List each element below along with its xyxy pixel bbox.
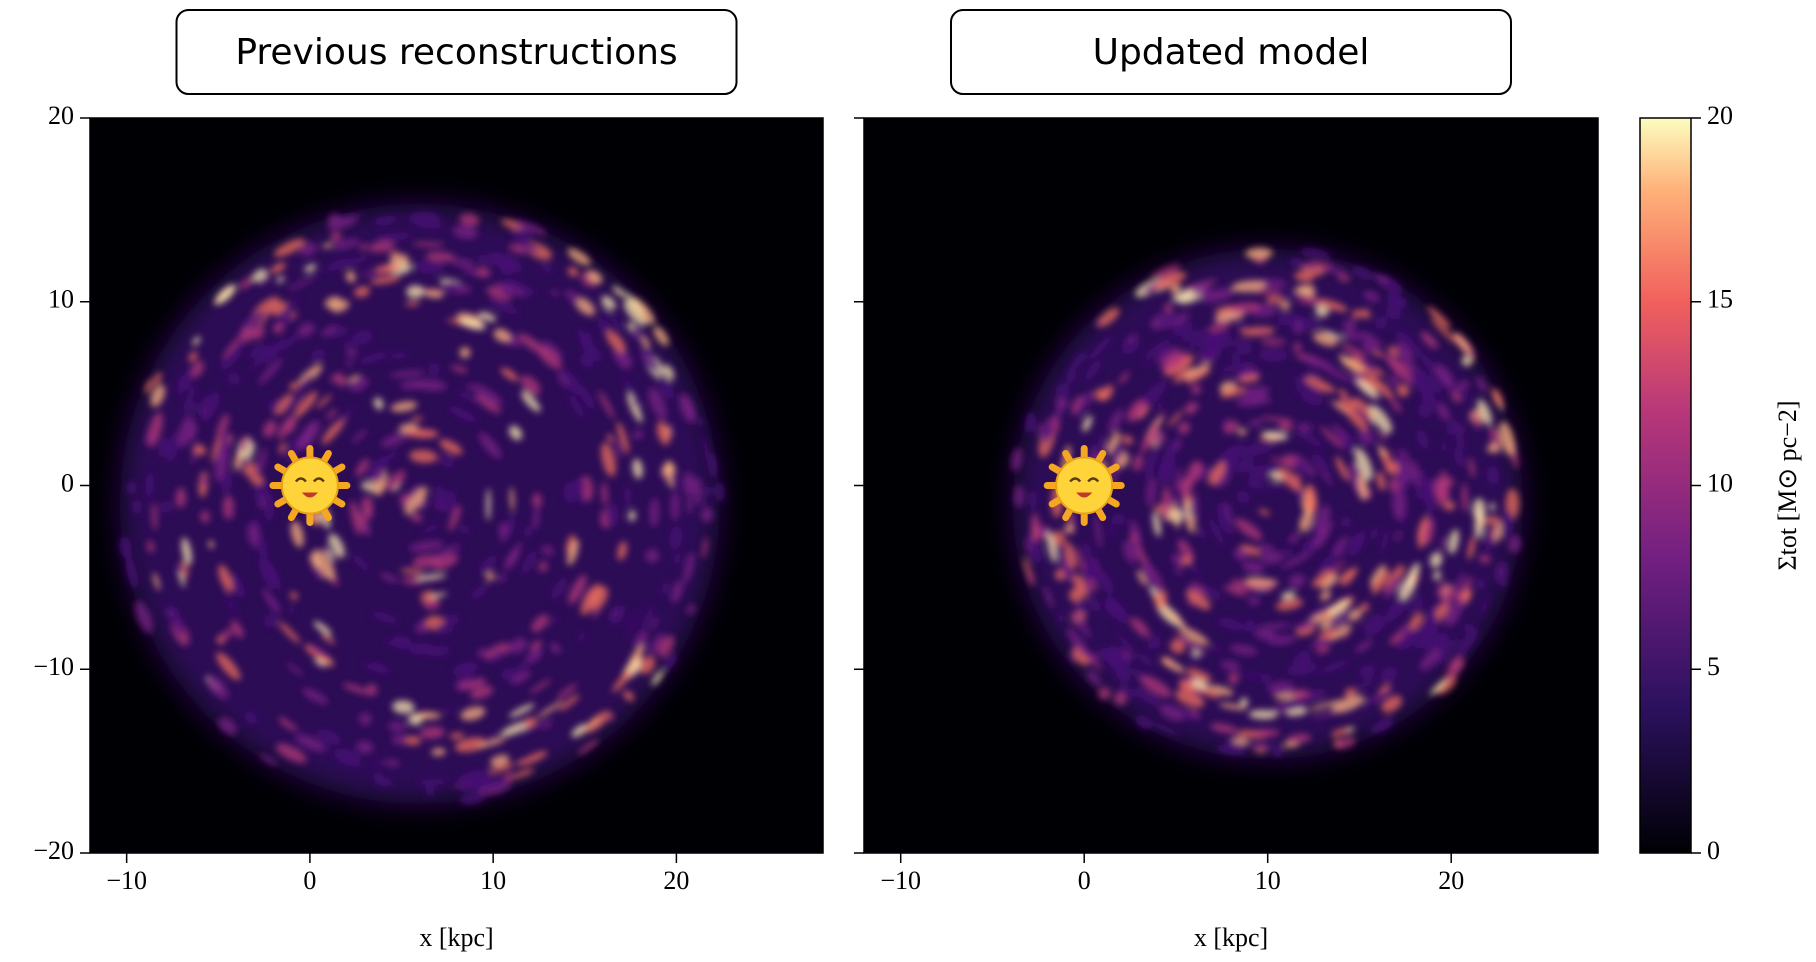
panel-title: Updated model: [1093, 32, 1370, 73]
x-tick-label: 10: [480, 866, 506, 895]
x-tick-label: 0: [303, 866, 316, 895]
colorbar-tick-label: 15: [1707, 285, 1733, 314]
x-tick-label: −10: [880, 866, 921, 895]
y-tick-label: −10: [33, 652, 74, 681]
panel-title: Previous reconstructions: [235, 32, 677, 73]
figure: Previous reconstructions −10 0 10 20 −20 −10 0 1…: [0, 0, 1816, 962]
heatmap-blob: [1261, 674, 1271, 684]
x-axis-label: x [kpc]: [1194, 923, 1268, 952]
colorbar-tick-label: 20: [1707, 101, 1733, 130]
x-tick-label: 20: [663, 866, 689, 895]
x-tick-label: 10: [1255, 866, 1281, 895]
colorbar: [1640, 118, 1691, 853]
colorbar-label: Σtot [M⊙ pc−2]: [1773, 400, 1802, 570]
y-tick-label: 0: [61, 468, 74, 497]
colorbar-tick-label: 10: [1707, 468, 1733, 497]
heatmap-blob: [1392, 487, 1406, 520]
colorbar-tick-label: 0: [1707, 836, 1720, 865]
y-tick-label: −20: [33, 836, 74, 865]
colorbar-tick-label: 5: [1707, 652, 1720, 681]
heatmap-blob: [687, 495, 693, 514]
y-tick-label: 20: [48, 101, 74, 130]
x-tick-label: −10: [106, 866, 147, 895]
sun: [282, 458, 338, 514]
y-tick-label: 10: [48, 285, 74, 314]
x-tick-label: 0: [1078, 866, 1091, 895]
x-axis-label: x [kpc]: [419, 923, 493, 952]
sun: [1056, 458, 1112, 514]
x-tick-label: 20: [1438, 866, 1464, 895]
